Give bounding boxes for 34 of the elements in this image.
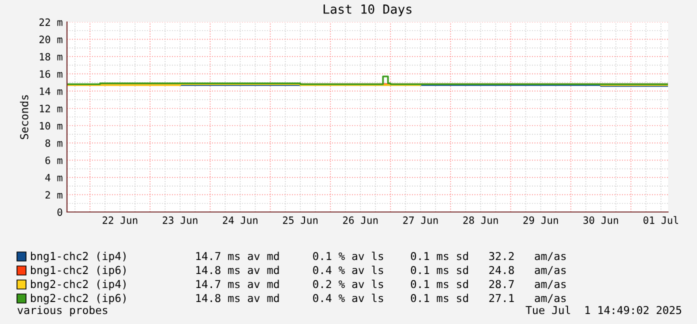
text: Tue Jul 1 14:49:02 2025: [526, 306, 682, 314]
y-tick-label: 0: [57, 208, 62, 216]
chart-title: Last 10 Days: [324, 4, 412, 16]
y-tick-label: 12 m: [40, 104, 62, 112]
legend-label: bng2-chc2 (ip6): [31, 294, 126, 304]
x-tick-label: 27 Jun: [403, 216, 438, 224]
y-tick-label: 10 m: [40, 122, 62, 130]
legend-label: bng1-chc2 (ip4): [31, 252, 126, 262]
text: various probes: [18, 306, 108, 316]
y-tick-label: 2 m: [46, 191, 62, 199]
legend-label: bng1-chc2 (ip6): [31, 266, 126, 276]
x-tick-label: 25 Jun: [283, 216, 318, 224]
y-tick-label: 20 m: [39, 36, 62, 44]
x-tick-label: 22 Jun: [102, 216, 138, 224]
y-tick-label: 16 m: [40, 70, 62, 78]
text: 14.8 ms av md 0.4 % av ls 0.1 ms sd 27.1 am/as: [196, 294, 566, 304]
y-tick-label: 6 m: [45, 156, 62, 164]
text: 14.7 ms av md 0.2 % av ls 0.1 ms sd 28.7 am/as: [196, 280, 566, 290]
legend-label: bng2-chc2 (ip4): [31, 280, 126, 290]
x-tick-label: 30 Jun: [583, 216, 618, 224]
x-tick-label: 01 Jul: [644, 216, 678, 224]
y-tick-label: 18 m: [40, 52, 62, 61]
y-tick-label: 14 m: [40, 88, 62, 95]
y-tick-label: 8 m: [45, 139, 62, 147]
y-axis-title: Seconds: [20, 95, 28, 140]
x-tick-label: 23 Jun: [162, 216, 198, 224]
y-tick-label: 22 m: [39, 18, 62, 26]
x-tick-label: 29 Jun: [523, 216, 558, 224]
y-tick-label: 4 m: [45, 174, 62, 182]
text: 14.7 ms av md 0.1 % av ls 0.1 ms sd 32.2 am/as: [196, 252, 566, 262]
x-tick-label: 28 Jun: [463, 216, 498, 224]
x-tick-label: 24 Jun: [222, 216, 258, 224]
text: 14.8 ms av md 0.4 % av ls 0.1 ms sd 24.8 am/as: [196, 266, 566, 276]
x-tick-label: 26 Jun: [343, 216, 378, 224]
